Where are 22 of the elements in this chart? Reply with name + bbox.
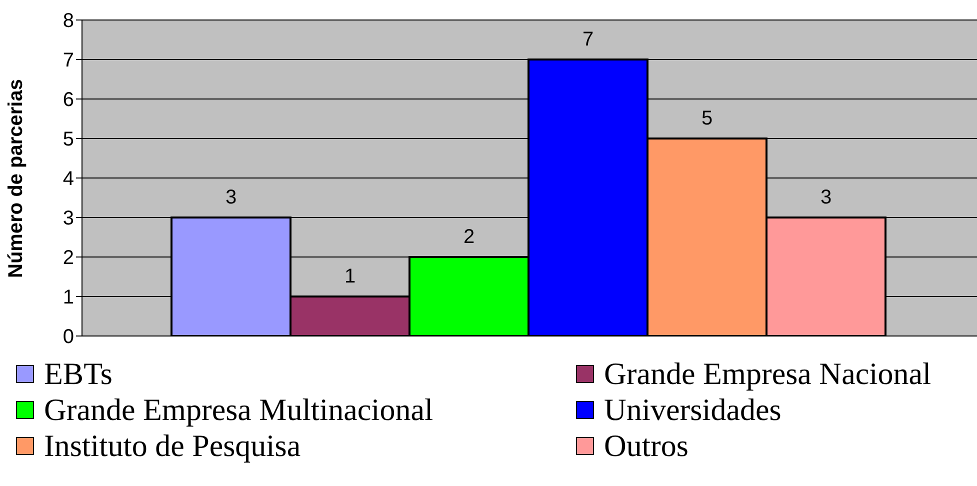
data-label: 1 [344, 266, 356, 288]
y-tick-label: 1 [62, 286, 74, 309]
y-tick-label: 0 [62, 326, 74, 348]
y-axis-title: Número de parcerias [5, 79, 28, 278]
legend-label: Outros [604, 428, 688, 464]
legend-label: EBTs [44, 356, 112, 392]
data-label: 3 [820, 186, 832, 208]
y-tick-label: 4 [62, 168, 74, 190]
y-tick-label: 8 [62, 10, 74, 32]
data-label: 7 [582, 28, 594, 50]
y-tick-label: 5 [62, 128, 74, 151]
legend-label: Grande Empresa Nacional [604, 356, 932, 392]
data-label: 5 [701, 108, 713, 130]
legend-label: Instituto de Pesquisa [44, 428, 301, 464]
y-tick-label: 2 [62, 247, 74, 270]
legend-label: Universidades [604, 392, 782, 428]
y-tick-label: 7 [62, 50, 74, 72]
y-tick-label: 6 [62, 89, 74, 112]
data-label: 3 [225, 186, 237, 208]
legend-label: Grande Empresa Multinacional [44, 392, 434, 428]
data-label: 2 [463, 226, 475, 248]
y-tick-label: 3 [62, 208, 74, 230]
